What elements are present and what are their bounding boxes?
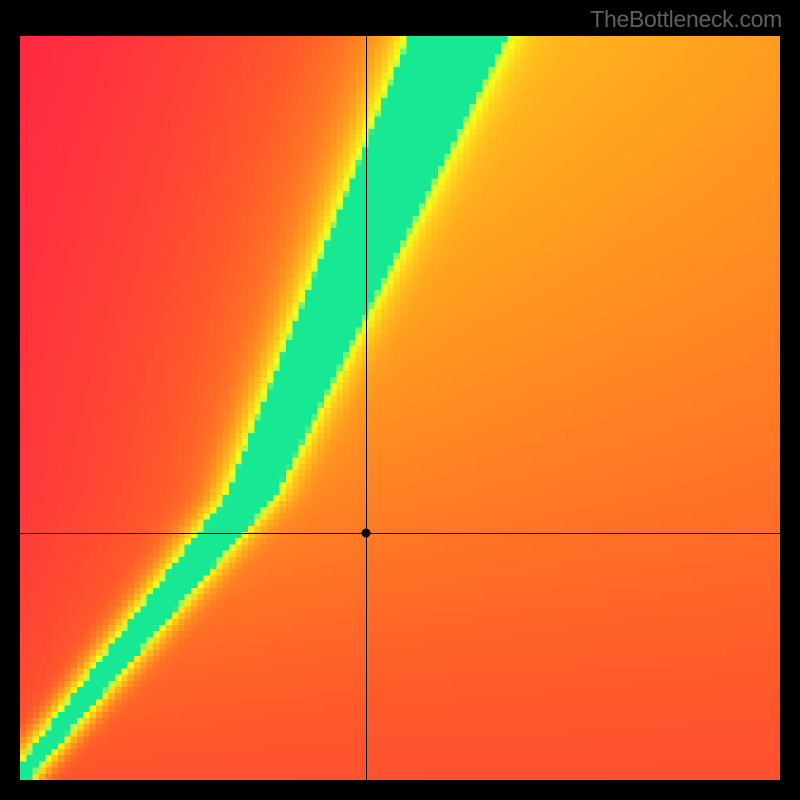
crosshair-vertical [366,36,367,780]
crosshair-horizontal [20,533,780,534]
watermark-text: TheBottleneck.com [590,6,782,33]
chart-container: TheBottleneck.com [0,0,800,800]
crosshair-marker [361,528,370,537]
heatmap [20,36,780,780]
